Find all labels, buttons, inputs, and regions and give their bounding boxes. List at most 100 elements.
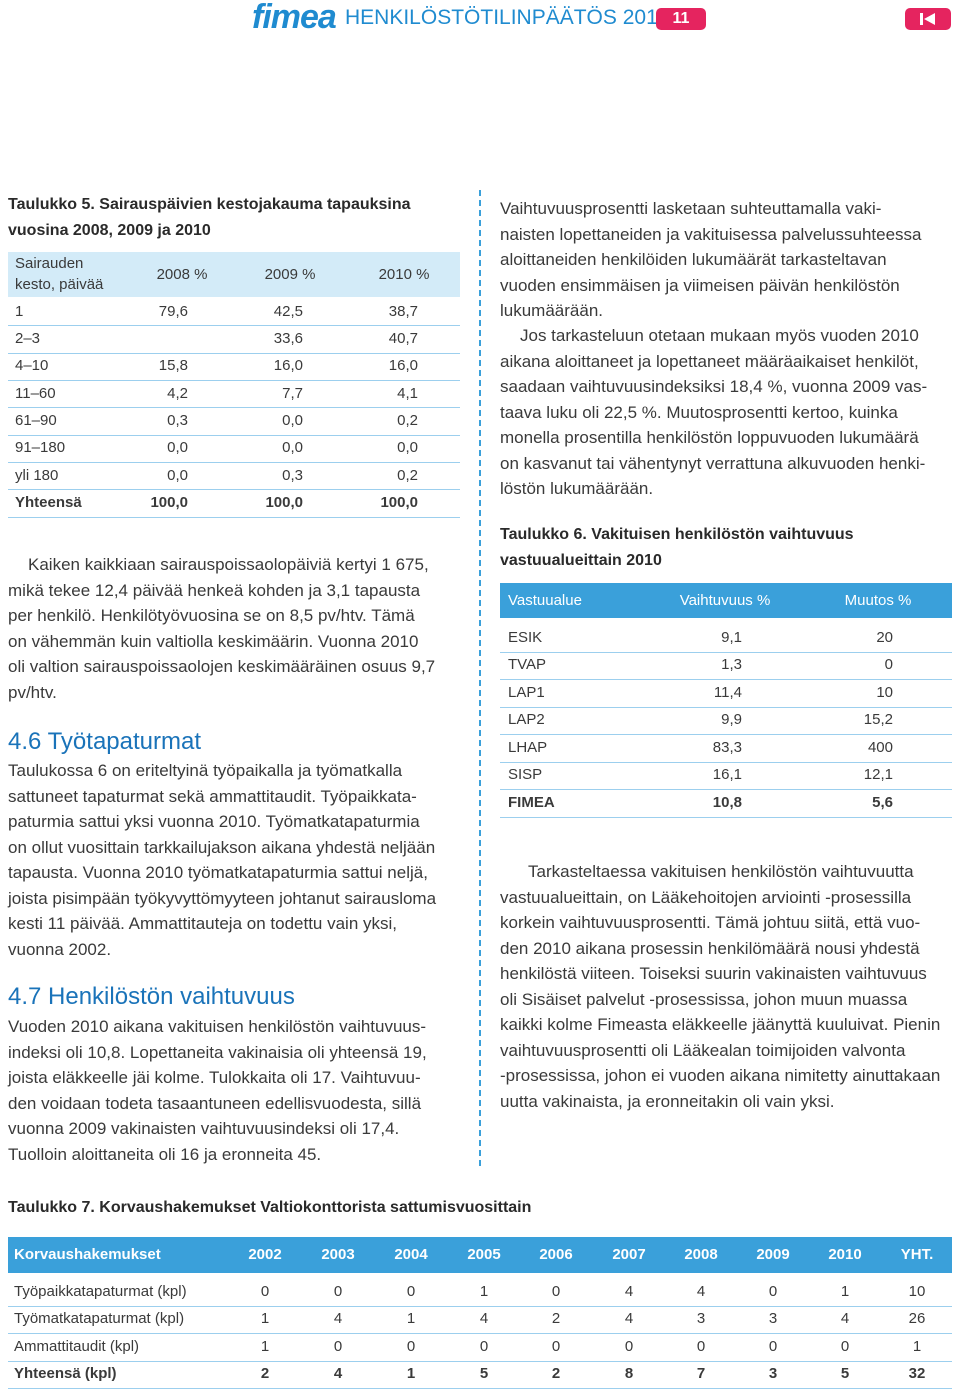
text-line: Taulukossa 6 on eriteltyinä työpaikalla …	[8, 761, 403, 780]
table-cell: Työmatkatapaturmat (kpl)	[14, 1310, 185, 1328]
text-line: den 2010 aikana prosessin henkilömäärä n…	[500, 938, 920, 958]
text-line: sattuneet tapaturmat sekä ammattitaudit.…	[8, 786, 417, 806]
text-line: oli valtion sairauspoissaolojen keskimää…	[8, 657, 436, 677]
table-header-cell: 2004	[394, 1246, 428, 1263]
table-bottom-line	[8, 516, 460, 518]
table-cell: 2–3	[15, 330, 41, 348]
table-cell: 16,1	[712, 766, 742, 784]
table-cell: 1	[406, 1365, 416, 1383]
table-cell: 33,6	[273, 330, 303, 348]
table-header-cell: 2002	[248, 1246, 282, 1263]
table-cell: 1,3	[721, 656, 742, 674]
table-cell: 0,0	[282, 439, 303, 457]
table-caption: vuosina 2008, 2009 ja 2010	[8, 221, 211, 239]
table-cell: 3	[768, 1365, 778, 1383]
row-separator	[8, 407, 460, 409]
row-separator	[8, 462, 460, 464]
table-cell: 26	[908, 1310, 926, 1328]
table-header-cell: Vastuualue	[508, 591, 582, 609]
logo: fimea	[252, 0, 337, 36]
table-cell: 4	[624, 1282, 634, 1300]
table-cell: 4	[624, 1310, 634, 1328]
text-line: joista pisimpään työkyvyttömyyteen johta…	[8, 888, 437, 908]
table-cell: 83,3	[712, 738, 742, 756]
table-cell: 4	[840, 1310, 850, 1328]
text-line: Tuolloin aloittaneita oli 16 ja eronneit…	[8, 1144, 322, 1164]
text-line: vuonna 2002.	[8, 939, 112, 959]
table-cell: 0	[696, 1337, 706, 1355]
table-cell: 61–90	[15, 412, 57, 430]
table-cell: 4	[333, 1310, 343, 1328]
text-line: vastuualueittain, on Lääkehoitojen arvio…	[500, 887, 912, 907]
table-cell: 4,1	[397, 384, 418, 402]
text-line: taava luku oli 22,5 %. Muutosprosentti k…	[500, 402, 898, 422]
table-cell: LHAP	[508, 738, 548, 756]
table-header-cell: YHT.	[900, 1246, 934, 1263]
row-separator	[500, 651, 952, 653]
text-line: indeksi oli 10,8. Lopettaneita vakinaisi…	[8, 1042, 427, 1062]
text-line: vuoden ensimmäisen ja viimeisen päivän h…	[500, 275, 900, 295]
row-separator	[8, 352, 460, 354]
text-line: on ollut vuosittain tarkkailujakson aika…	[8, 837, 436, 857]
text-line: oli Sisäiset palvelut -prosessissa, joho…	[500, 989, 908, 1009]
table-cell: 4–10	[15, 357, 49, 375]
table-cell: 15,2	[863, 711, 893, 729]
text-line: lukumäärään.	[500, 301, 604, 321]
table-bottom-line	[8, 1388, 952, 1389]
table-header-bg	[8, 1237, 952, 1273]
table-cell: 4	[696, 1282, 706, 1300]
table-cell: 10,8	[712, 793, 742, 811]
text-line: kaikki kolme Fimeasta eläkkeelle jäänytt…	[500, 1015, 941, 1035]
table-cell: 0,2	[397, 412, 418, 430]
table-cell: 10	[876, 683, 893, 701]
text-line: kesti 11 päivää. Ammattitauteja on todet…	[8, 914, 398, 934]
text-line: paturmia sattui yksi vuonna 2010. Työmat…	[8, 812, 420, 832]
table-cell: 0	[768, 1337, 778, 1355]
table-header-cell: 2007	[612, 1246, 646, 1263]
table-cell: 8	[624, 1365, 634, 1383]
column-divider	[479, 190, 481, 1168]
nav-icon-bar	[920, 13, 923, 25]
table-cell: 0	[260, 1282, 270, 1300]
nav-icon-arrow	[924, 13, 935, 25]
row-separator	[8, 325, 460, 327]
table-cell: 4,2	[167, 384, 188, 402]
table-header-cell: 2009	[756, 1246, 790, 1263]
table-cell: 0	[551, 1282, 561, 1300]
table-header-cell: Korvaushakemukset	[14, 1246, 161, 1263]
table-cell: 5,6	[872, 793, 893, 811]
section-heading: 4.6 Työtapaturmat	[8, 728, 202, 755]
text-line: tapausta. Vuonna 2010 työmatkatapaturmia…	[8, 863, 428, 883]
table-caption: Taulukko 6. Vakituisen henkilöstön vaiht…	[500, 526, 854, 543]
table-cell: 1	[260, 1310, 270, 1328]
text-line: joista eläkkeelle jäi kolme. Tulokkaita …	[8, 1068, 421, 1088]
table-cell: SISP	[508, 766, 543, 784]
table-cell: 1	[479, 1282, 489, 1300]
text-line: Vaihtuvuusprosentti lasketaan suhteuttam…	[500, 199, 882, 218]
text-line: monella prosentilla henkilöstön loppuvuo…	[500, 428, 919, 448]
table-header-cell: 2006	[539, 1246, 573, 1263]
text-line: löstön lukumäärään.	[500, 479, 654, 499]
text-line: Kaiken kaikkiaan sairauspoissaolopäiviä …	[28, 555, 429, 574]
table-header-cell: Muutos %	[844, 591, 912, 609]
table-cell: yli 180	[15, 466, 59, 484]
table-header-cell: kesto, päivää	[15, 276, 104, 293]
text-line: uutta vakinaista, ja eronneitakin oli va…	[500, 1091, 835, 1111]
nav-first-button[interactable]	[905, 8, 951, 30]
text-line: Jos tarkasteluun otetaan mukaan myös vuo…	[520, 326, 919, 345]
table-header-cell: 2008	[684, 1246, 718, 1263]
table-cell: Yhteensä (kpl)	[14, 1365, 117, 1383]
header-title: HENKILÖSTÖTILINPÄÄTÖS 2010	[345, 6, 670, 29]
table-cell: 4	[479, 1310, 489, 1328]
table-cell: 1	[15, 302, 24, 320]
table-header-cell: 2009 %	[264, 265, 316, 283]
table-cell: 16,0	[273, 357, 303, 375]
text-line: aikana aloittaneet ja lopettaneet määräa…	[500, 351, 919, 371]
table-cell: 2	[551, 1365, 561, 1383]
row-separator	[500, 706, 952, 708]
table-cell: 0	[884, 656, 893, 674]
table-cell: 5	[840, 1365, 850, 1383]
text-line: henkilöstä viiteen. Toiseksi suurin vaki…	[500, 964, 927, 984]
table-cell: Ammattitaudit (kpl)	[14, 1337, 140, 1355]
text-line: saadaan vaihtuvuusindeksiksi 18,4 %, vuo…	[500, 377, 928, 397]
